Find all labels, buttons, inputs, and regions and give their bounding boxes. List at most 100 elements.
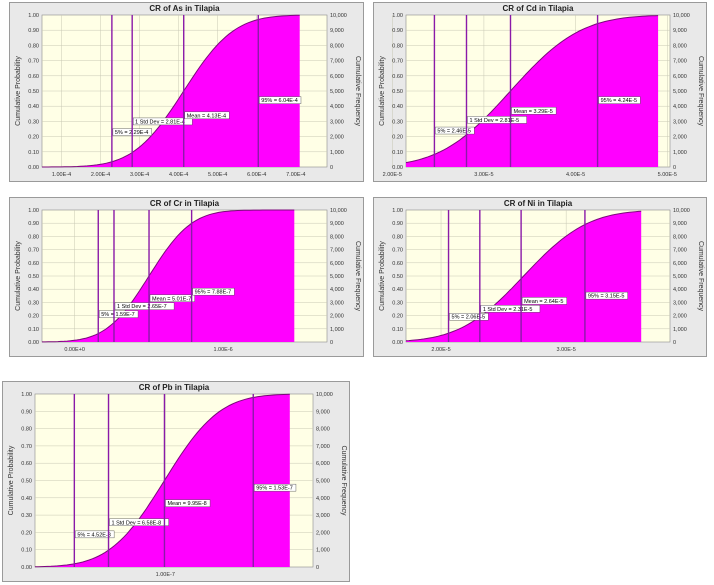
- y2-tick-label: 9,000: [330, 28, 344, 34]
- percentile-label-box: [598, 96, 641, 104]
- y2-tick-label: 2,000: [316, 530, 330, 536]
- x-tick-label: 1.00E-6: [213, 347, 232, 353]
- y2-tick-label: 0: [673, 165, 676, 171]
- percentile-label-box: [132, 117, 193, 126]
- percentile-label-box: [99, 310, 139, 318]
- percentile-label-box: [435, 126, 475, 135]
- percentile-label-box: [449, 313, 489, 321]
- y2-tick-label: 10,000: [330, 208, 347, 214]
- y2-tick-label: 9,000: [316, 409, 330, 415]
- percentile-label: 5% = 2.06E-5: [452, 315, 485, 321]
- y-tick-label: 1.00: [21, 392, 32, 398]
- y-tick-label: 0.00: [28, 340, 39, 346]
- percentile-label-box: [149, 294, 195, 302]
- y2-tick-label: 2,000: [673, 314, 687, 320]
- y-tick-label: 0.70: [28, 248, 39, 254]
- y-tick-label: 0.50: [28, 89, 39, 95]
- y2-tick-label: 10,000: [330, 13, 347, 19]
- y-tick-label: 0.00: [21, 565, 32, 571]
- y2-tick-label: 5,000: [673, 274, 687, 280]
- y2-tick-label: 4,000: [316, 496, 330, 502]
- y-axis-label: Cumulative Probability: [15, 56, 22, 126]
- y-tick-label: 0.90: [21, 409, 32, 415]
- y-tick-label: 0.80: [392, 234, 403, 240]
- y-tick-label: 0.40: [21, 496, 32, 502]
- y-tick-label: 0.70: [392, 59, 403, 65]
- percentile-label: Mean = 3.29E-5: [514, 109, 553, 115]
- y2-tick-label: 3,000: [673, 300, 687, 306]
- x-tick-label: 2.00E-5: [431, 347, 450, 353]
- chart-panel-pb: CR of Pb in Tilapia 0.00 0 0.10 1,000 0.20 2,0…: [2, 381, 350, 582]
- percentile-label: 1 Std Dev = 2.65E-7: [117, 304, 167, 310]
- cumulative-line: [42, 209, 295, 343]
- cumulative-line: [42, 14, 300, 168]
- y-tick-label: 0.90: [392, 221, 403, 227]
- y2-tick-label: 4,000: [330, 287, 344, 293]
- y2-tick-label: 0: [673, 340, 676, 346]
- y-tick-label: 0.10: [28, 150, 39, 156]
- chart-panel-as: CR of As in Tilapia 0.00 0 0.10 1,000 0.20 2,0…: [9, 2, 364, 182]
- y2-tick-label: 4,000: [673, 104, 687, 110]
- x-tick-label: 0.00E+0: [64, 347, 85, 353]
- percentile-label-box: [254, 483, 297, 492]
- percentile-label: 95% = 7.88E-7: [195, 290, 232, 296]
- y2-tick-label: 5,000: [673, 89, 687, 95]
- y2-tick-label: 0: [330, 340, 333, 346]
- chart-svg: CR of As in Tilapia 0.00 0 0.10 1,000 0.20 2,0…: [15, 4, 361, 178]
- y-tick-label: 0.10: [392, 150, 403, 156]
- y-tick-label: 0.80: [28, 234, 39, 240]
- y2-tick-label: 8,000: [330, 234, 344, 240]
- chart-title: CR of Cd in Tilapia: [503, 4, 575, 13]
- percentile-label: Mean = 9.95E-8: [167, 501, 206, 507]
- percentile-label-box: [114, 302, 175, 310]
- x-tick-label: 4.00E-4: [169, 172, 188, 178]
- x-tick-label: 6.00E-4: [247, 172, 266, 178]
- y2-tick-label: 6,000: [673, 74, 687, 80]
- y-tick-label: 0.70: [392, 248, 403, 254]
- y2-tick-label: 6,000: [330, 261, 344, 267]
- y-axis-label: Cumulative Probability: [15, 241, 22, 311]
- cumulative-area: [35, 394, 290, 567]
- percentile-label: 95% = 3.15E-5: [588, 294, 625, 300]
- x-tick-label: 2.00E-5: [383, 172, 402, 178]
- y-tick-label: 0.30: [392, 119, 403, 125]
- y2-tick-label: 9,000: [673, 28, 687, 34]
- percentile-label-box: [259, 96, 302, 104]
- y-tick-label: 0.00: [392, 165, 403, 171]
- y2-tick-label: 2,000: [673, 135, 687, 141]
- y2-tick-label: 8,000: [673, 43, 687, 49]
- percentile-label-box: [585, 291, 628, 300]
- x-tick-label: 5.00E-4: [208, 172, 227, 178]
- cumulative-area: [406, 15, 659, 167]
- percentile-label: 1 Std Dev = 2.81E-4: [135, 119, 185, 125]
- y2-tick-label: 8,000: [330, 43, 344, 49]
- y-tick-label: 0.10: [392, 327, 403, 333]
- x-tick-label: 3.00E-5: [557, 347, 576, 353]
- chart-panel-cd: CR of Cd in Tilapia 0.00 0 0.10 1,000 0.20 2,0…: [373, 2, 707, 182]
- x-tick-label: 3.00E-5: [474, 172, 493, 178]
- y2-axis-label: Cumulative Frequency: [697, 241, 704, 312]
- y-tick-label: 0.50: [21, 479, 32, 485]
- y2-axis-label: Cumulative Frequency: [697, 56, 704, 127]
- y-tick-label: 0.80: [392, 43, 403, 49]
- y2-tick-label: 1,000: [673, 327, 687, 333]
- cumulative-line: [405, 15, 659, 164]
- y-tick-label: 0.10: [21, 548, 32, 554]
- chart-svg: CR of Cr in Tilapia 0.00 0 0.10 1,000 0.20 2,0…: [15, 199, 361, 353]
- y2-tick-label: 7,000: [330, 59, 344, 65]
- y-tick-label: 0.90: [392, 28, 403, 34]
- y2-tick-label: 7,000: [316, 444, 330, 450]
- chart-svg: CR of Pb in Tilapia 0.00 0 0.10 1,000 0.20 2,0…: [8, 383, 347, 578]
- chart-title: CR of As in Tilapia: [149, 4, 220, 13]
- y-tick-label: 0.80: [21, 427, 32, 433]
- y2-tick-label: 4,000: [673, 287, 687, 293]
- x-tick-label: 1.00E-4: [52, 172, 71, 178]
- y-tick-label: 0.60: [392, 261, 403, 267]
- y2-tick-label: 9,000: [673, 221, 687, 227]
- y-axis-label: Cumulative Probability: [379, 241, 386, 311]
- y2-tick-label: 0: [330, 165, 333, 171]
- y-tick-label: 0.30: [28, 300, 39, 306]
- y-tick-label: 0.40: [28, 104, 39, 110]
- y2-tick-label: 10,000: [673, 13, 690, 19]
- x-tick-label: 4.00E-5: [566, 172, 585, 178]
